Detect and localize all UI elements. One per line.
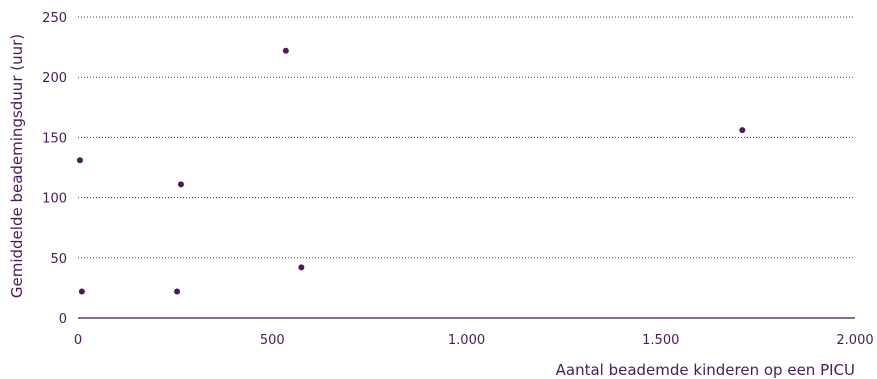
y-axis-title: Gemiddelde beademingsduur (uur) (8, 34, 26, 298)
data-point (174, 288, 181, 295)
data-point (739, 127, 746, 134)
x-tick-label: 1.500 (642, 333, 679, 348)
y-tick-label: 200 (42, 71, 67, 86)
x-tick-label: 1.000 (448, 333, 485, 348)
x-axis-title: Aantal beademde kinderen op een PICU (556, 361, 855, 379)
y-tick-label: 250 (42, 11, 67, 26)
data-point (177, 181, 184, 188)
data-points (76, 47, 746, 295)
x-tick-labels: 0 500 1.000 1.500 2.000 (74, 333, 874, 348)
y-tick-label: 50 (50, 252, 67, 267)
grid-lines (78, 16, 855, 259)
data-point (76, 157, 83, 164)
x-tick-label: 500 (260, 333, 285, 348)
data-point (298, 264, 305, 271)
data-point (282, 47, 289, 54)
x-tick-label: 2.000 (836, 333, 873, 348)
y-tick-label: 0 (59, 312, 67, 327)
y-tick-label: 150 (42, 131, 67, 146)
data-point (78, 288, 85, 295)
y-tick-labels: 0 50 100 150 200 250 (42, 11, 67, 327)
x-tick-label: 0 (74, 333, 82, 348)
y-tick-label: 100 (42, 192, 67, 207)
